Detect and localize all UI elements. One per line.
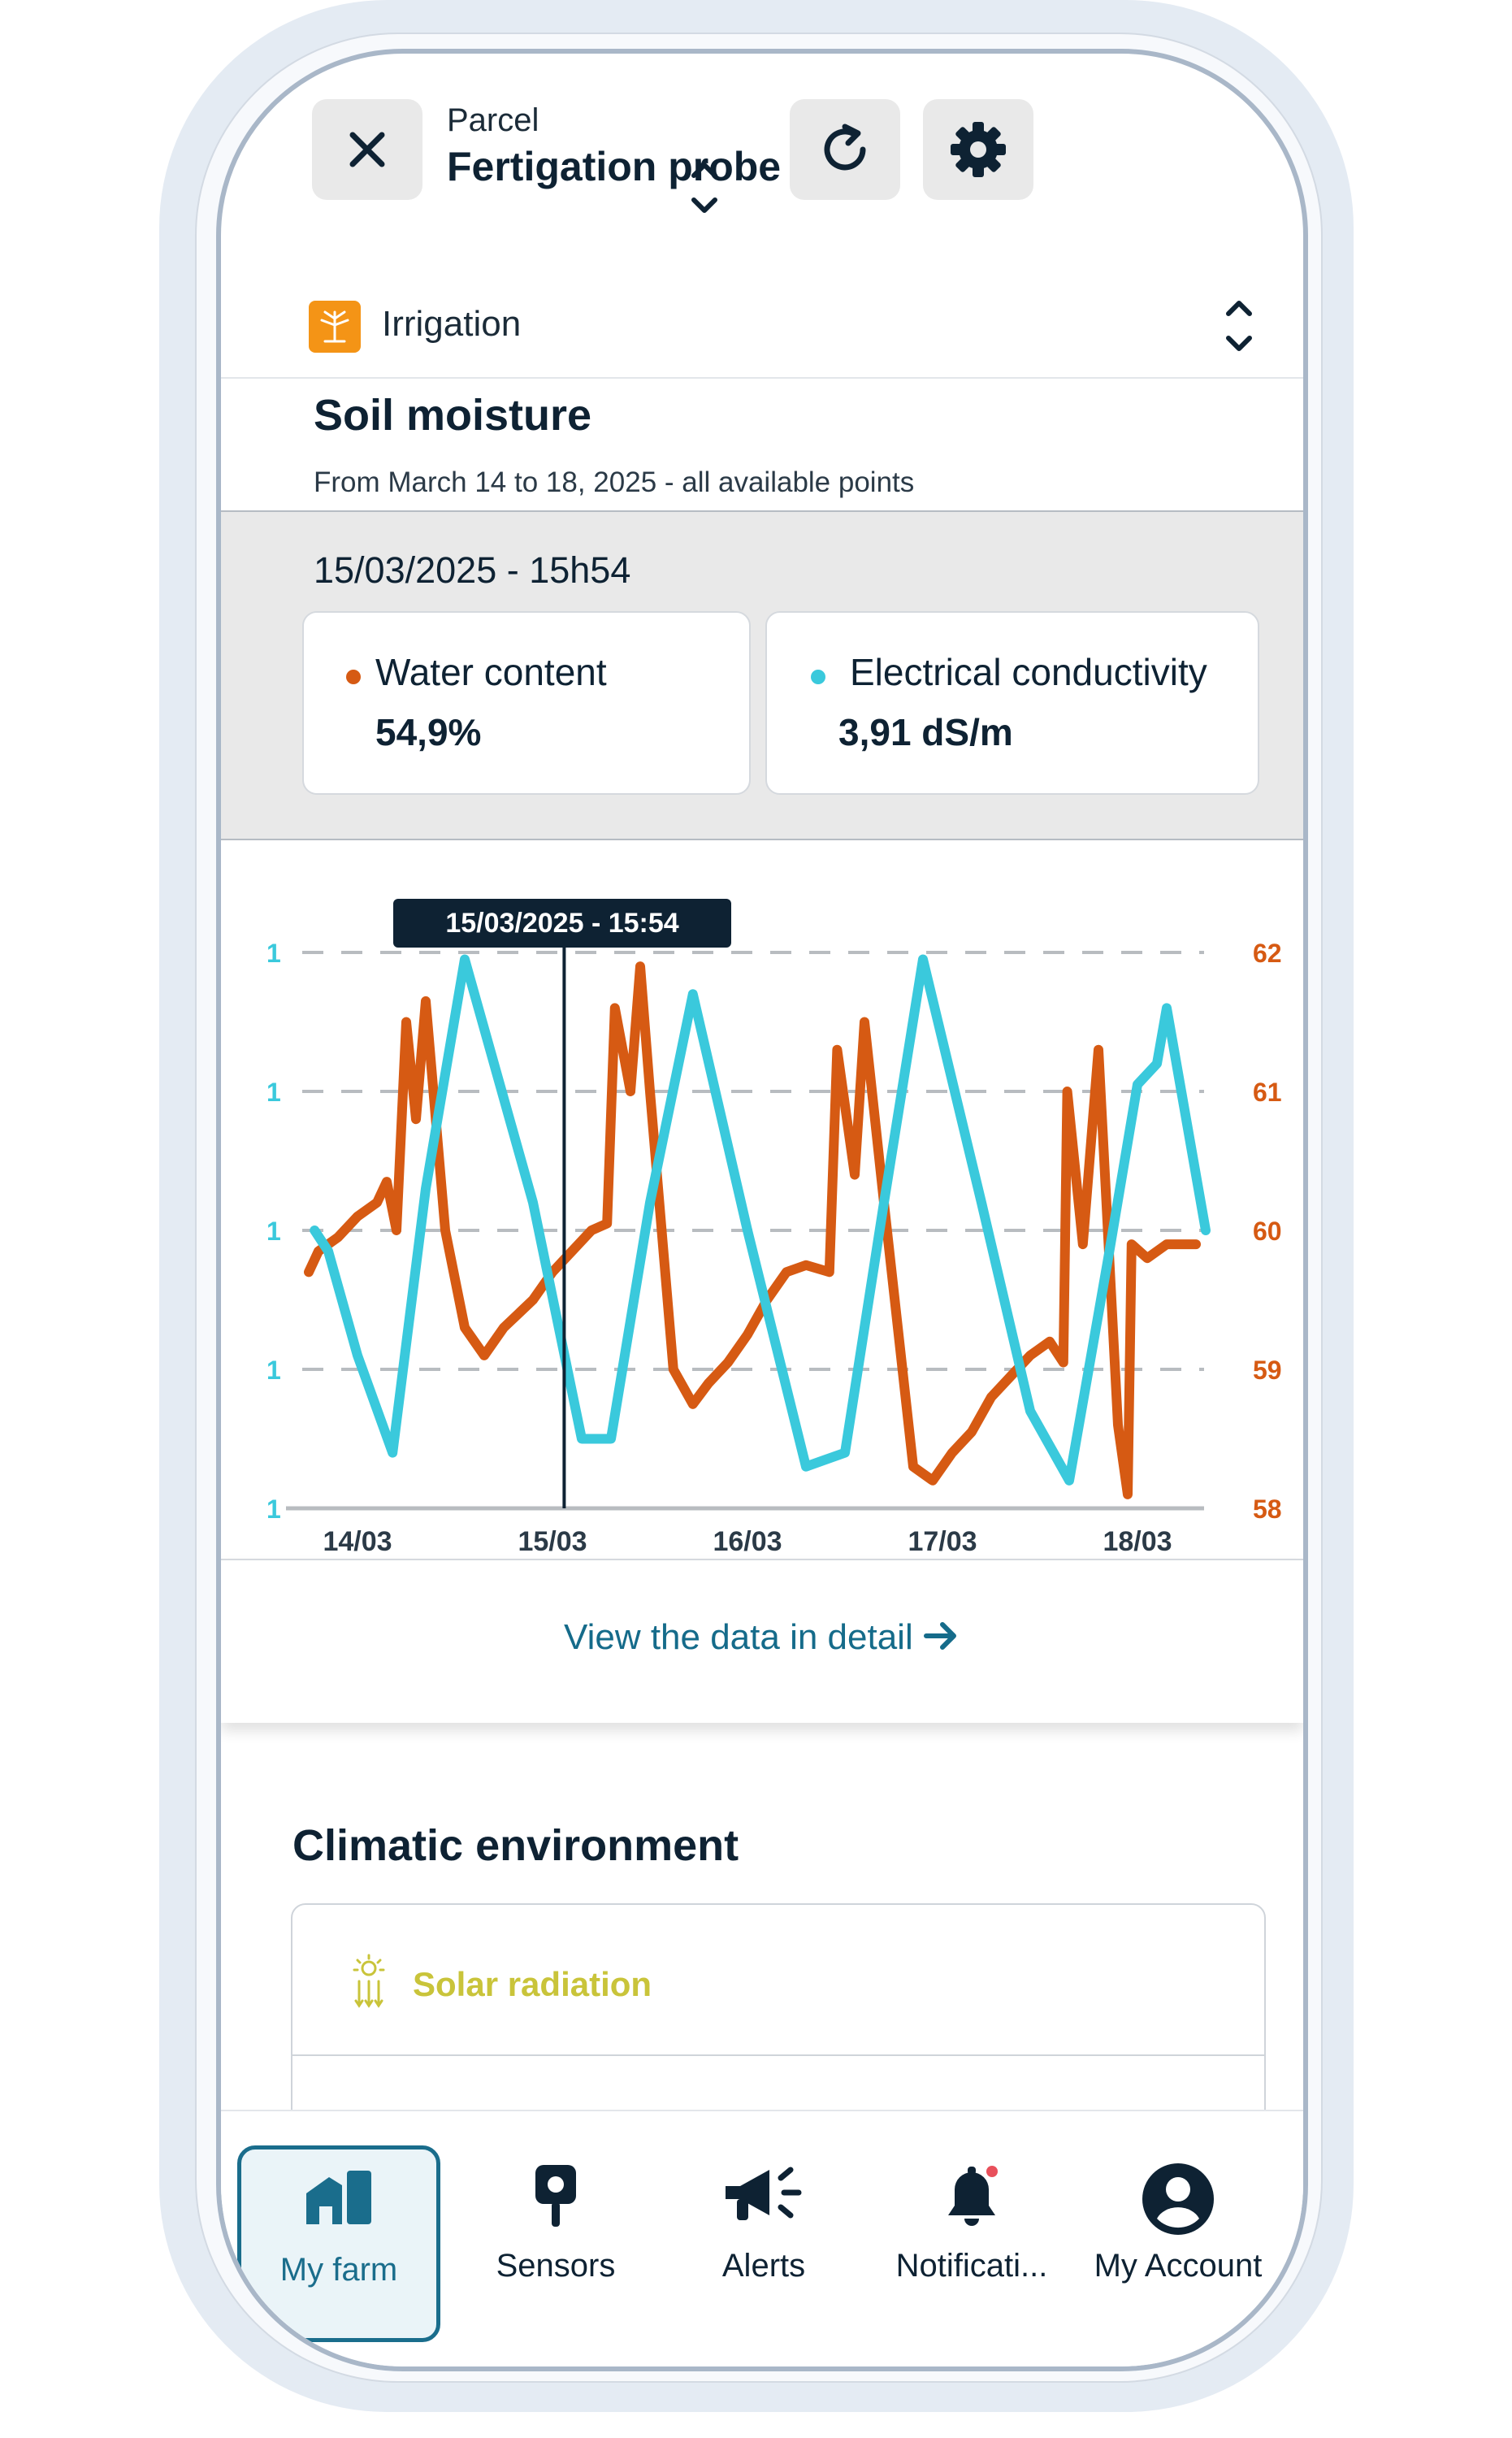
settings-button[interactable] xyxy=(923,99,1033,200)
arrow-right-icon xyxy=(923,1622,956,1650)
soil-moisture-chart[interactable]: 62 1 61 1 60 1 59 1 58 1 14/03 15/03 16/03 17/03 18/03… xyxy=(221,839,1303,1554)
nav-label: Sensors xyxy=(496,2248,616,2284)
nav-alerts[interactable]: Alerts xyxy=(666,2145,861,2334)
solar-radiation-row[interactable]: Solar radiation xyxy=(292,1905,1264,2054)
nav-label: My farm xyxy=(279,2252,398,2288)
close-button[interactable] xyxy=(312,99,422,200)
left-axis-tick: 1 xyxy=(266,1494,281,1524)
nav-label: Notificati... xyxy=(895,2248,1048,2284)
conductivity-value: 3,91 dS/m xyxy=(838,711,1013,753)
selected-point-panel: 15/03/2025 - 15h54 Water content 54,9% E… xyxy=(221,510,1303,840)
unfold-icon xyxy=(691,163,717,213)
climatic-title: Climatic environment xyxy=(292,1821,739,1870)
right-axis-tick: 62 xyxy=(1253,939,1282,968)
x-tick-label: 16/03 xyxy=(713,1526,782,1554)
view-detail-link[interactable]: View the data in detail xyxy=(221,1617,1303,1658)
left-axis-tick: 1 xyxy=(266,939,281,968)
water-content-value: 54,9% xyxy=(375,711,482,753)
conductivity-label: Electrical conductivity xyxy=(850,651,1207,693)
water-content-dot xyxy=(346,670,361,684)
account-icon xyxy=(1142,2163,1214,2235)
chart-svg[interactable]: 62 1 61 1 60 1 59 1 58 1 14/03 15/03 16/03 17/03 18/03 xyxy=(221,839,1303,1554)
close-icon xyxy=(349,132,385,167)
chart-tooltip: 15/03/2025 - 15:54 xyxy=(393,899,731,948)
bottom-navigation: My farm Sensors Alerts xyxy=(221,2110,1303,2366)
solar-radiation-label: Solar radiation xyxy=(413,1965,652,2003)
irrigation-icon xyxy=(309,301,361,353)
bell-icon xyxy=(948,2166,998,2226)
right-axis-tick: 59 xyxy=(1253,1356,1282,1385)
notification-badge xyxy=(986,2166,998,2177)
nav-notifications[interactable]: Notificati... xyxy=(874,2145,1069,2334)
nav-my-account[interactable]: My Account xyxy=(1081,2145,1276,2334)
megaphone-icon xyxy=(726,2167,802,2220)
gear-icon xyxy=(951,122,1006,177)
conductivity-dot xyxy=(811,670,825,684)
parcel-selector[interactable] xyxy=(684,151,725,224)
conductivity-line xyxy=(310,954,1211,1486)
section-subtitle: From March 14 to 18, 2025 - all availabl… xyxy=(314,466,915,498)
right-axis-tick: 60 xyxy=(1253,1217,1282,1246)
nav-label: My Account xyxy=(1094,2248,1263,2284)
device-screen: Parcel Fertigation probe xyxy=(216,49,1308,2371)
sensor-icon xyxy=(535,2165,576,2227)
water-content-label: Water content xyxy=(375,651,607,693)
solar-radiation-icon xyxy=(353,1954,385,2008)
water-content-card: Water content 54,9% xyxy=(302,611,751,795)
right-axis-tick: 61 xyxy=(1253,1078,1282,1107)
view-detail-label: View the data in detail xyxy=(564,1617,913,1657)
left-axis-tick: 1 xyxy=(266,1356,281,1385)
nav-sensors[interactable]: Sensors xyxy=(458,2145,653,2334)
nav-my-farm[interactable]: My farm xyxy=(237,2145,440,2342)
parcel-context-label: Parcel xyxy=(447,102,539,138)
nav-label: Alerts xyxy=(721,2248,806,2284)
left-axis-tick: 1 xyxy=(266,1078,281,1107)
page-title: Fertigation probe xyxy=(447,144,782,189)
left-axis-tick: 1 xyxy=(266,1217,281,1246)
divider xyxy=(292,2054,1264,2056)
refresh-button[interactable] xyxy=(790,99,900,200)
category-label: Irrigation xyxy=(382,304,522,344)
farm-icon xyxy=(306,2171,371,2224)
water-content-line xyxy=(304,961,1201,1499)
category-selector[interactable]: Irrigation xyxy=(221,265,1303,379)
unfold-icon xyxy=(1226,301,1252,351)
refresh-icon xyxy=(824,124,866,171)
right-axis-tick: 58 xyxy=(1253,1494,1282,1524)
x-tick-label: 15/03 xyxy=(518,1526,587,1554)
x-tick-label: 18/03 xyxy=(1103,1526,1172,1554)
x-tick-label: 17/03 xyxy=(908,1526,977,1554)
conductivity-card: Electrical conductivity 3,91 dS/m xyxy=(765,611,1259,795)
climatic-card: Solar radiation xyxy=(291,1903,1266,2150)
detail-panel: View the data in detail xyxy=(221,1559,1303,1723)
section-title: Soil moisture xyxy=(314,391,592,440)
x-tick-label: 14/03 xyxy=(323,1526,392,1554)
selected-datetime: 15/03/2025 - 15h54 xyxy=(314,549,631,591)
